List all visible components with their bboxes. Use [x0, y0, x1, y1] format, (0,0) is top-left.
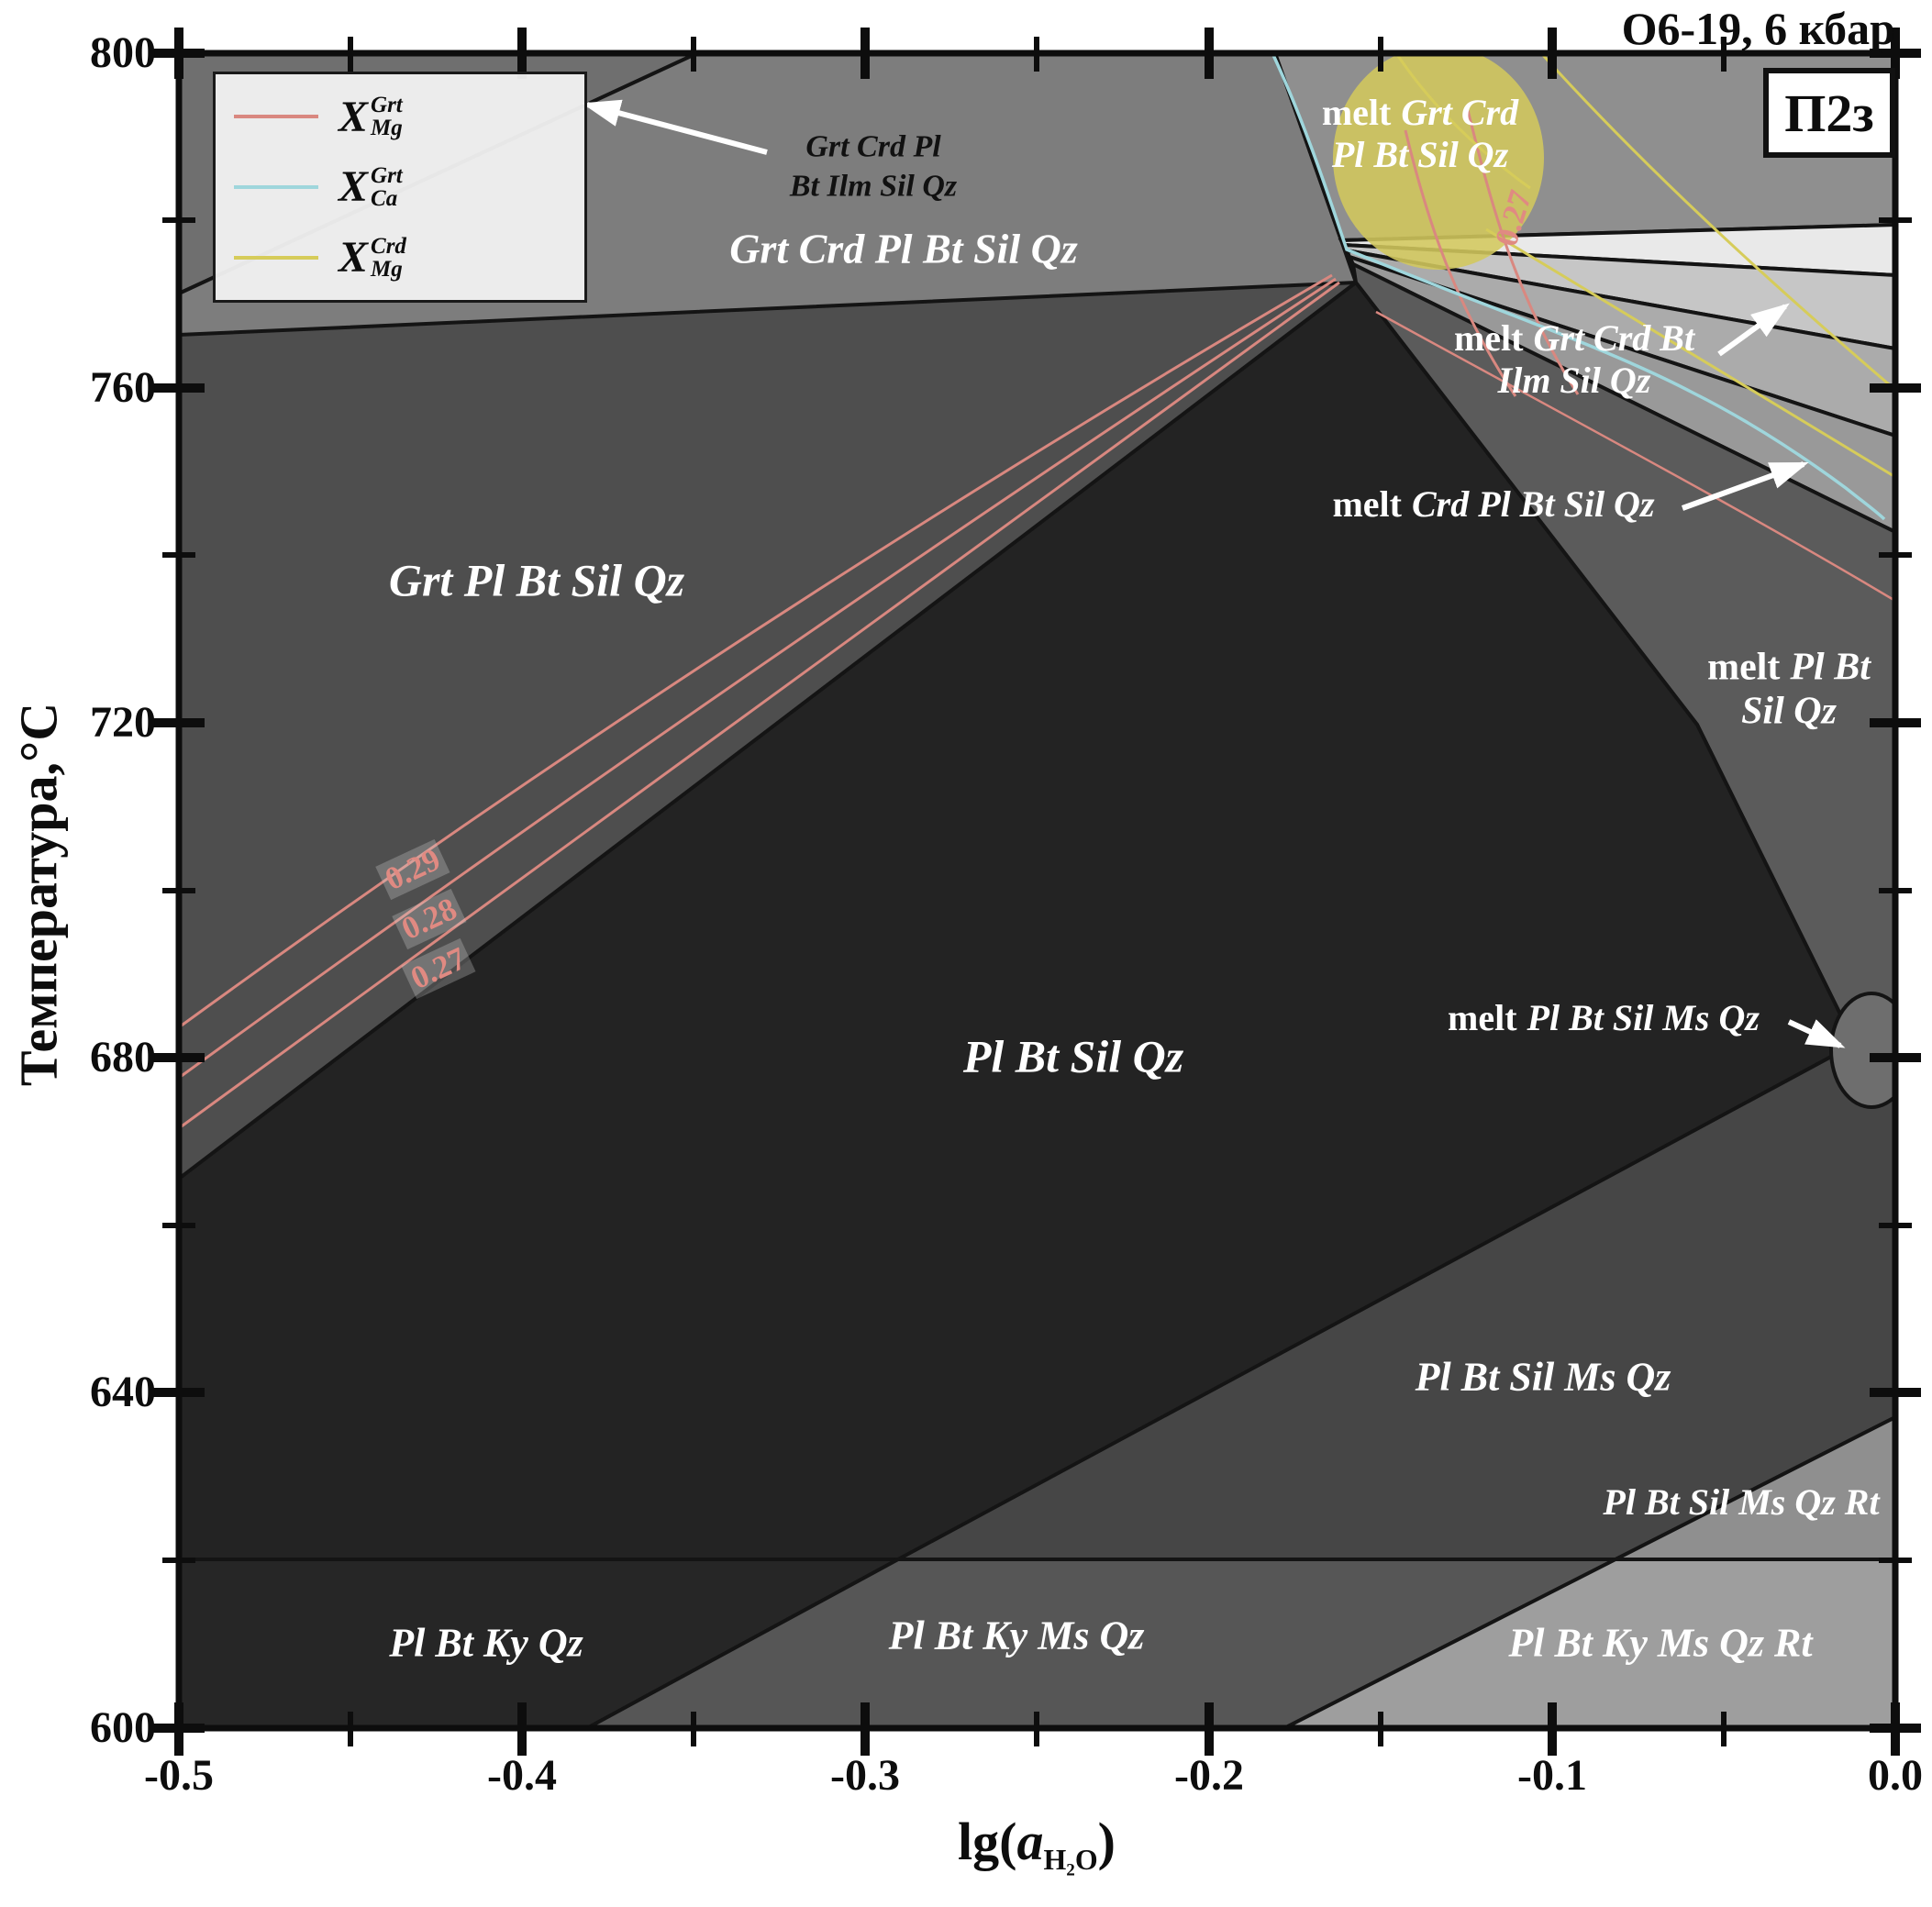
label-line: Grt Crd [1401, 92, 1519, 133]
legend-superscript: Grt [371, 162, 403, 188]
isopleth-legend: X Grt Mg X Grt Ca X Crd Mg [213, 72, 587, 303]
label-melt-pl-bt-sil-qz: melt Pl Bt Sil Qz [1707, 646, 1871, 735]
region-pl-bt-ky-ms-qz-rt [1283, 1558, 1895, 1728]
label-line: Pl Bt [1790, 646, 1871, 689]
x-tick--0.5: -0.5 [144, 1751, 214, 1800]
label-grt-pl-bt-sil-qz: Grt Pl Bt Sil Qz [388, 554, 685, 606]
label-line: Pl Bt Sil Ms Qz [1527, 997, 1760, 1038]
label-line: Grt Crd Bt [1533, 317, 1695, 359]
legend-subscript: Mg [371, 256, 403, 282]
red-line-swatch [234, 115, 318, 119]
y-major-ticks [153, 49, 1921, 1733]
label-line: Sil Qz [1741, 691, 1837, 733]
region-pl-bt-ky-ms-qz [586, 1558, 1616, 1728]
x-tick--0.3: -0.3 [830, 1751, 900, 1800]
label-pl-bt-sil-ms-qz-rt: Pl Bt Sil Ms Qz Rt [1603, 1481, 1880, 1523]
highlight-ellipse [1333, 53, 1544, 270]
label-line: Ilm Sil Qz [1497, 360, 1651, 401]
melt-word: melt [1332, 483, 1402, 525]
legend-symbol: X [339, 92, 369, 141]
arrow-to-grt-crd-pl-bt-ilm-field [582, 99, 768, 155]
label-melt-crd-pl-bt-sil-qz: melt Crd Pl Bt Sil Qz [1332, 483, 1654, 526]
legend-item-xmg-crd: X Crd Mg [234, 232, 566, 283]
legend-symbol: X [339, 233, 369, 283]
blue-line-swatch [234, 184, 318, 189]
melt-word: melt [1448, 997, 1517, 1038]
xmg-crd-contour-3 [1485, 227, 1895, 479]
x-label-subscript: H₂O [1043, 1844, 1098, 1877]
label-grt-crd-pl-bt-ilm-sil-qz: Grt Crd Pl Bt Ilm Sil Qz [790, 128, 957, 206]
y-tick-680: 680 [90, 1033, 156, 1081]
y-axis-label: Температура,°С [8, 702, 69, 1087]
xmg-grt-contour-topright-2 [1404, 129, 1517, 397]
y-tick-600: 600 [90, 1703, 156, 1752]
arrow-to-melt-grt-crd-bt-ilm-field [1717, 303, 1790, 357]
label-melt-grt-crd-bt-ilm-sil-qz: melt Grt Crd Bt Ilm Sil Qz [1454, 317, 1694, 402]
xca-grt-contour [1271, 54, 1886, 521]
xmg-crd-contour-1 [1539, 53, 1895, 392]
legend-subscript: Ca [371, 185, 398, 211]
x-label-suffix: ) [1097, 1811, 1116, 1871]
label-line: Grt Crd Pl [805, 129, 941, 164]
label-pl-bt-sil-qz: Pl Bt Sil Qz [962, 1030, 1184, 1082]
arrow-to-melt-crd-pl-bt-field [1681, 461, 1809, 511]
plot-frame [153, 28, 1921, 1756]
label-grt-crd-pl-bt-sil-qz: Grt Crd Pl Bt Sil Qz [729, 225, 1078, 272]
label-line: Crd Pl Bt Sil Qz [1412, 483, 1655, 525]
region-pl-bt-ky-qz [179, 1558, 899, 1728]
xmg-crd-contour-2 [1394, 53, 1531, 190]
legend-symbol: X [339, 162, 369, 212]
label-line: Bt Ilm Sil Qz [789, 169, 958, 203]
label-pl-bt-sil-ms-qz: Pl Bt Sil Ms Qz [1415, 1354, 1671, 1400]
y-tick-640: 640 [90, 1368, 156, 1416]
x-tick--0.1: -0.1 [1517, 1751, 1587, 1800]
melt-word: melt [1321, 92, 1392, 133]
yellow-line-swatch [234, 255, 318, 260]
y-tick-720: 720 [90, 698, 156, 747]
legend-subscript: Mg [371, 116, 403, 141]
label-pl-bt-ky-ms-qz-rt: Pl Bt Ky Ms Qz Rt [1508, 1620, 1813, 1666]
xmg-grt-contour-028 [179, 277, 1337, 1080]
melt-word: melt [1453, 317, 1524, 359]
isopleth-contours [179, 53, 1895, 1130]
xmg-grt-contour-029 [179, 273, 1333, 1029]
x-tick-0.0: 0.0 [1868, 1751, 1923, 1800]
label-pl-bt-ky-ms-qz: Pl Bt Ky Ms Qz [888, 1613, 1145, 1658]
region-melt-pl-bt-sil-ms-qz [1829, 992, 1895, 1109]
label-pl-bt-ky-qz: Pl Bt Ky Qz [389, 1620, 583, 1666]
xmg-grt-contour-topright-3 [1375, 310, 1895, 603]
label-melt-grt-crd-pl-bt-sil-qz: melt Grt Crd Pl Bt Sil Qz [1322, 92, 1518, 176]
x-axis-label: lg(aH₂O) [958, 1811, 1116, 1877]
y-minor-ticks [162, 217, 1912, 1563]
x-tick--0.4: -0.4 [487, 1751, 557, 1800]
legend-item-xmg-grt: X Grt Mg [234, 92, 566, 142]
label-melt-pl-bt-sil-ms-qz: melt Pl Bt Sil Ms Qz [1448, 997, 1760, 1039]
melt-word: melt [1707, 646, 1781, 689]
arrow-to-melt-pl-bt-sil-ms-field [1787, 1019, 1846, 1048]
x-label-activity-symbol: a [1016, 1811, 1044, 1871]
x-label-prefix: lg( [958, 1811, 1017, 1871]
legend-superscript: Grt [371, 93, 403, 118]
figure-title: О6-19, 6 кбар [1621, 3, 1895, 54]
panel-label: П2з [1763, 68, 1895, 158]
legend-superscript: Crd [371, 233, 406, 259]
x-minor-ticks [348, 37, 1727, 1746]
y-tick-760: 760 [90, 363, 156, 412]
label-line: Pl Bt Sil Qz [1331, 134, 1509, 175]
legend-item-xca-grt: X Grt Ca [234, 161, 566, 212]
y-tick-800: 800 [90, 28, 156, 77]
xmg-grt-contour-027 [179, 281, 1340, 1130]
x-tick--0.2: -0.2 [1174, 1751, 1244, 1800]
